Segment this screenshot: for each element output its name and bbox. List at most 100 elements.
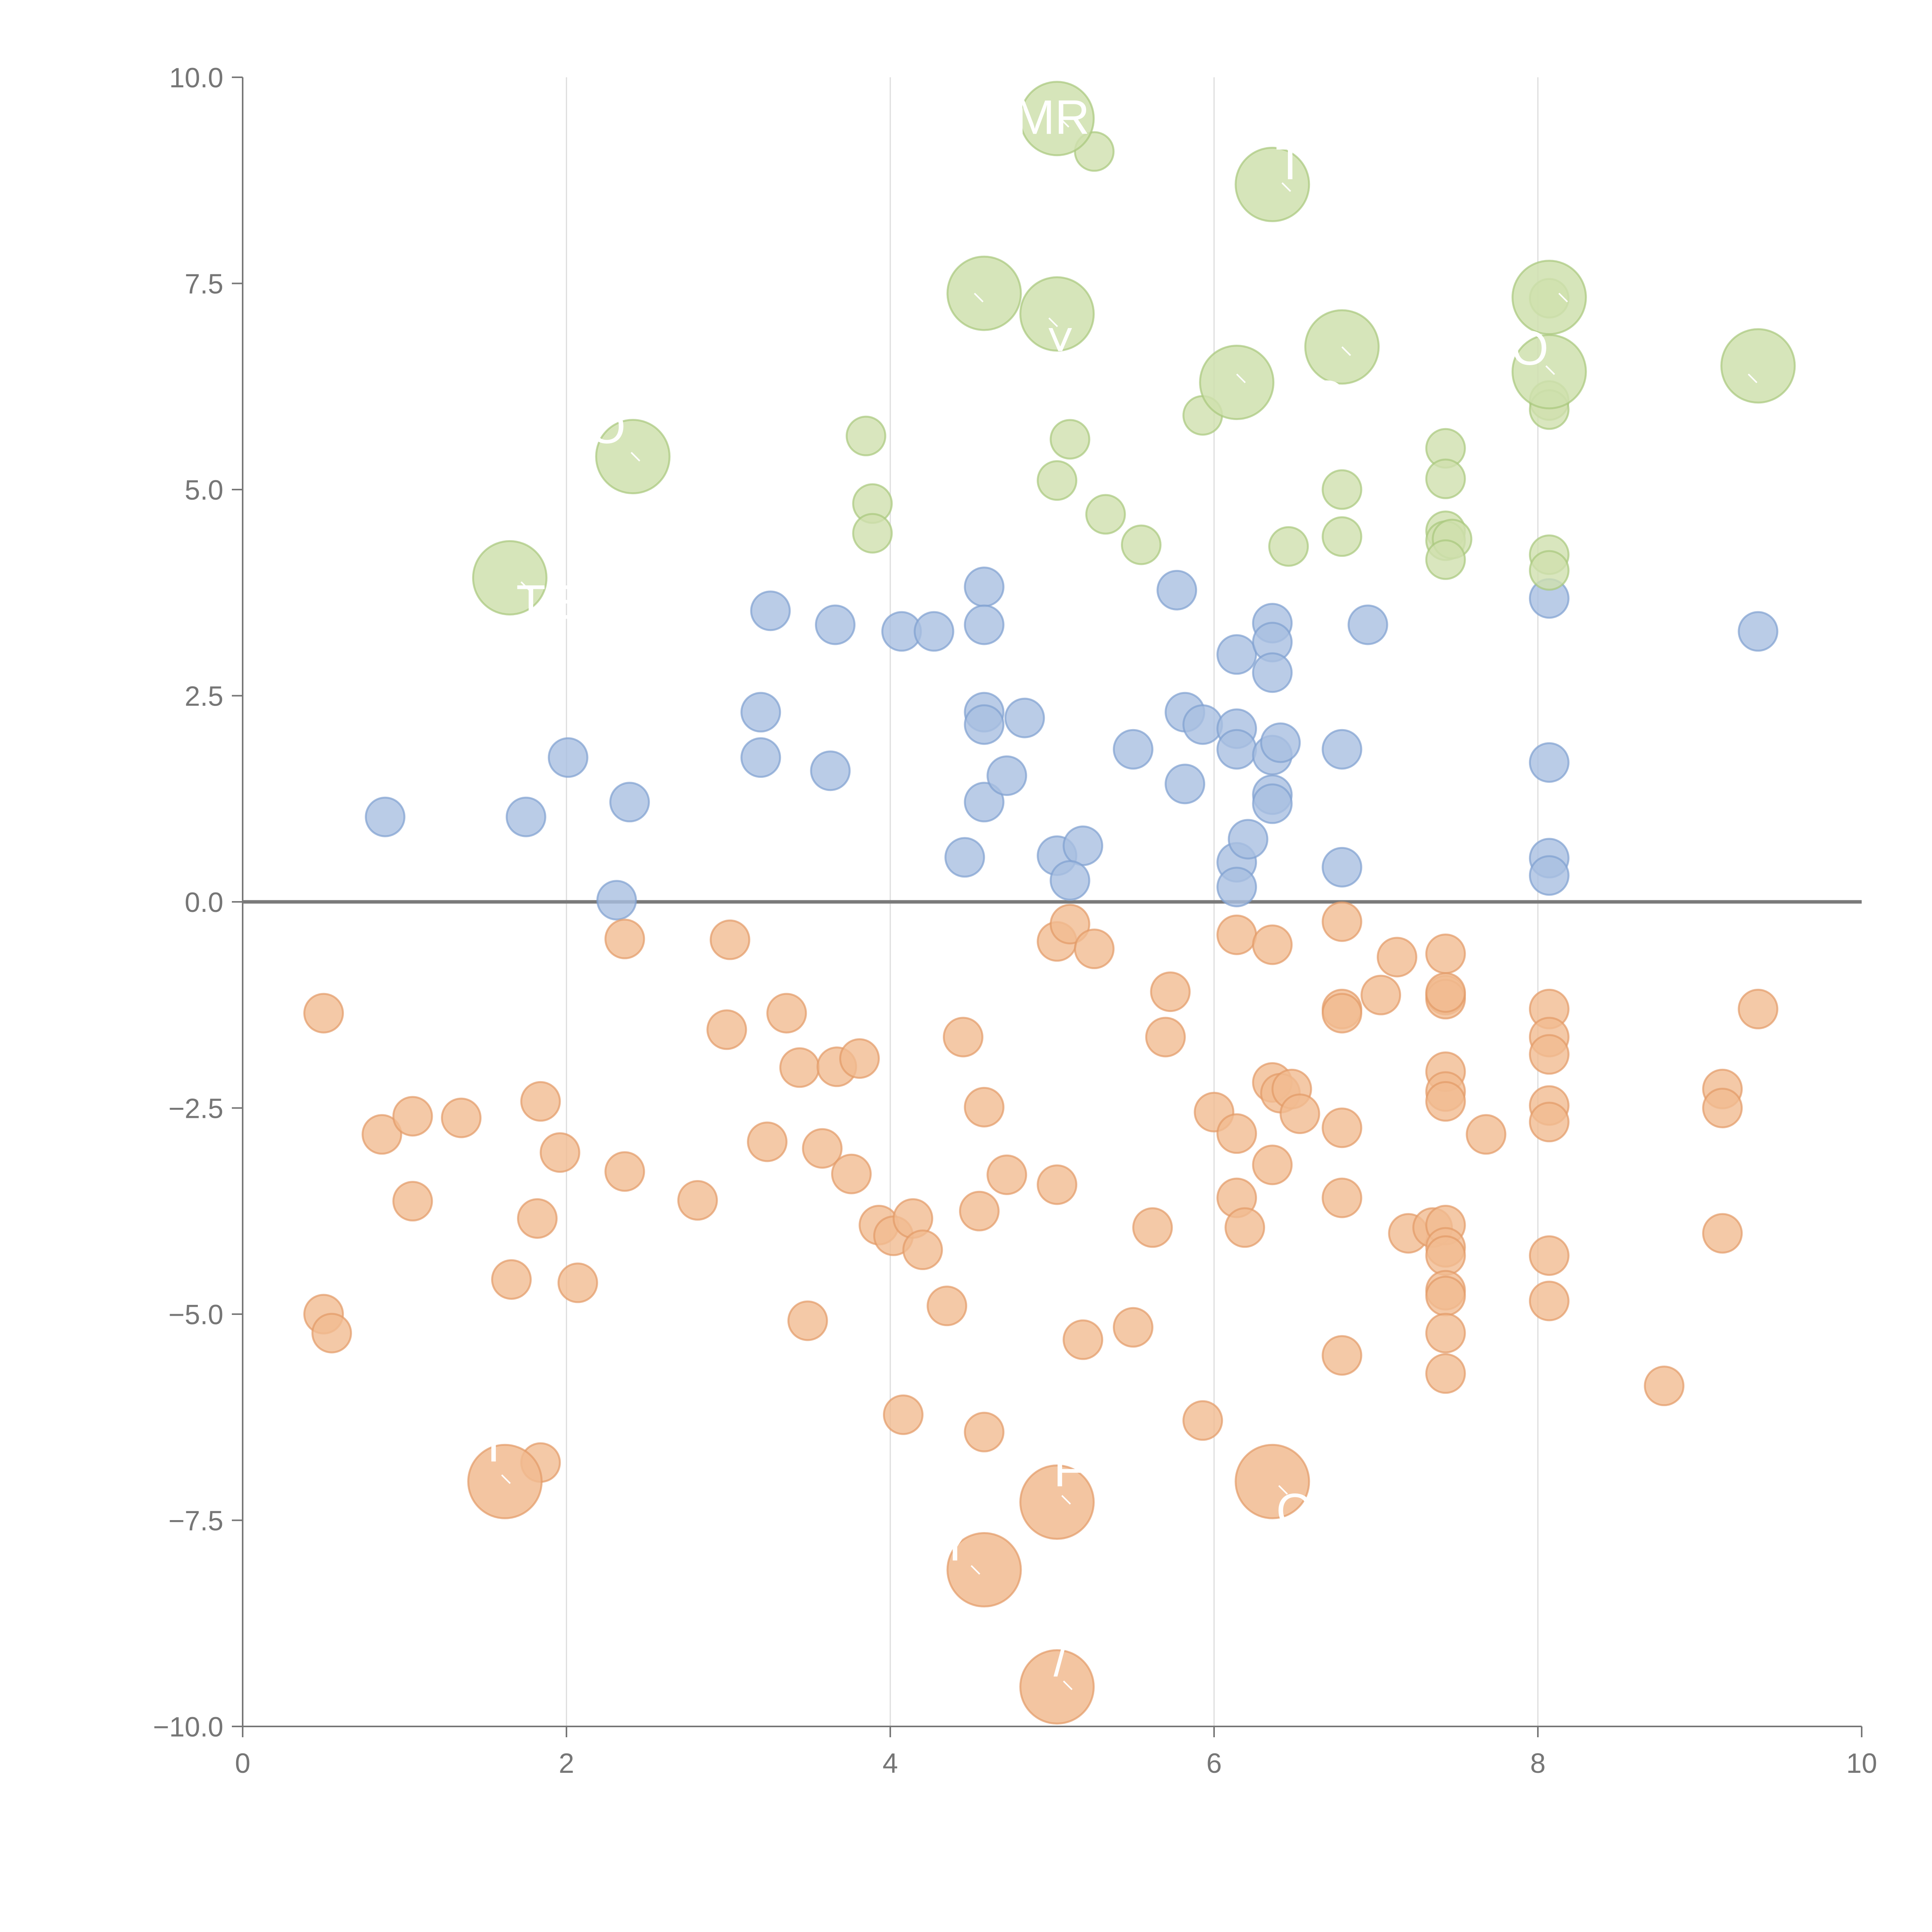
positive-point	[944, 837, 985, 878]
label-leader-line	[1341, 346, 1351, 356]
negative-point	[943, 1017, 984, 1058]
negative-large-bubble	[467, 1444, 543, 1519]
negative-point	[1216, 914, 1257, 955]
negative-point	[1216, 1113, 1257, 1154]
highlight-point	[1529, 550, 1570, 591]
negative-point	[1644, 1366, 1685, 1406]
positive-point	[1216, 729, 1257, 770]
x-tick-label: 8	[1530, 1748, 1546, 1779]
label-leader-line	[971, 1565, 980, 1575]
bubble-label: T	[479, 1418, 508, 1472]
y-tick-label: 7.5	[185, 269, 223, 300]
negative-point	[1529, 1034, 1570, 1075]
negative-point	[1702, 1213, 1743, 1254]
label-leader-line	[1558, 293, 1568, 303]
labels-layer: TE O ˅ MR T KO O T Y F / O	[479, 91, 1758, 1690]
negative-point	[520, 1081, 561, 1122]
negative-point	[1037, 1164, 1078, 1205]
positive-point	[913, 611, 954, 652]
positive-point	[1049, 860, 1090, 901]
negative-point	[779, 1047, 820, 1088]
negative-point	[1113, 1307, 1153, 1348]
negative-point	[557, 1262, 598, 1303]
negative-point	[706, 1009, 747, 1050]
x-tick-label: 6	[1206, 1748, 1222, 1779]
bubble-label: /	[1054, 1633, 1067, 1686]
negative-point	[1321, 1335, 1362, 1376]
highlight-large-bubble	[1019, 276, 1095, 352]
negative-point	[839, 1038, 880, 1079]
positive-point	[740, 737, 781, 778]
negative-point	[1182, 1400, 1223, 1441]
negative-point	[883, 1394, 924, 1435]
positive-point	[1216, 634, 1257, 675]
negative-point	[1279, 1093, 1320, 1134]
x-tick-label: 4	[883, 1748, 898, 1779]
negative-point	[677, 1180, 718, 1221]
bubble-label: Y	[939, 1517, 971, 1571]
positive-point	[1252, 783, 1293, 824]
positive-point	[1182, 704, 1223, 745]
x-tick-label: 2	[559, 1748, 574, 1779]
highlight-point	[1425, 539, 1466, 580]
x-tick-label: 0	[235, 1748, 250, 1779]
negative-point	[927, 1286, 968, 1327]
negative-point	[361, 1114, 402, 1155]
bubble-label: TE	[516, 575, 578, 629]
negative-large-bubble	[1019, 1464, 1095, 1540]
negative-point	[517, 1198, 558, 1239]
bubble-label: KO	[1276, 371, 1346, 425]
label-leader-line	[1278, 1485, 1288, 1495]
positive-point	[596, 880, 637, 921]
negative-point	[1425, 1276, 1466, 1316]
label-leader-line	[1545, 365, 1555, 375]
negative-point	[1063, 1319, 1104, 1360]
x-tick-label: 10	[1846, 1748, 1877, 1779]
negative-point	[1321, 901, 1362, 942]
positive-point	[548, 737, 588, 778]
highlight-large-bubble	[472, 540, 548, 616]
highlight-point	[1321, 516, 1362, 557]
negative-point	[1321, 1177, 1362, 1218]
y-tick-label: −5.0	[168, 1299, 223, 1330]
y-tick-label: −2.5	[168, 1094, 223, 1124]
negative-point	[1150, 971, 1191, 1012]
bubble-label: O	[1511, 321, 1548, 375]
highlight-point	[1321, 469, 1362, 510]
positive-point	[1529, 855, 1570, 896]
negative-point	[1529, 1102, 1570, 1143]
negative-point	[303, 993, 344, 1034]
bubble-label: MR	[1015, 91, 1090, 145]
y-tick-label: −7.5	[168, 1506, 223, 1537]
positive-point	[1347, 604, 1388, 645]
positive-point	[964, 604, 1005, 645]
negative-large-bubble	[946, 1532, 1022, 1608]
positive-point	[609, 782, 650, 823]
positive-point	[1260, 722, 1301, 763]
negative-point	[831, 1153, 872, 1194]
negative-point	[902, 1230, 943, 1270]
positive-point	[505, 796, 546, 837]
negative-point	[1145, 1017, 1186, 1058]
label-leader-line	[1061, 1495, 1071, 1505]
positive-point	[810, 750, 851, 791]
y-tick-label: 0.0	[185, 887, 223, 918]
y-tick-label: 2.5	[185, 681, 223, 712]
highlight-large-bubble	[946, 255, 1022, 331]
negative-point	[491, 1259, 532, 1300]
highlight-point	[1425, 458, 1466, 499]
negative-point	[604, 1151, 645, 1192]
negative-point	[1425, 972, 1466, 1013]
highlight-large-bubble	[1235, 146, 1310, 222]
negative-point	[1376, 937, 1417, 978]
negative-point	[392, 1096, 433, 1137]
positive-point	[750, 590, 791, 631]
negative-point	[1425, 1081, 1466, 1122]
positive-point	[1216, 867, 1257, 908]
negative-point	[604, 918, 645, 959]
negative-point	[1425, 1235, 1466, 1276]
positive-point	[1738, 611, 1779, 652]
positive-point	[964, 566, 1005, 607]
negative-point	[1425, 933, 1466, 974]
